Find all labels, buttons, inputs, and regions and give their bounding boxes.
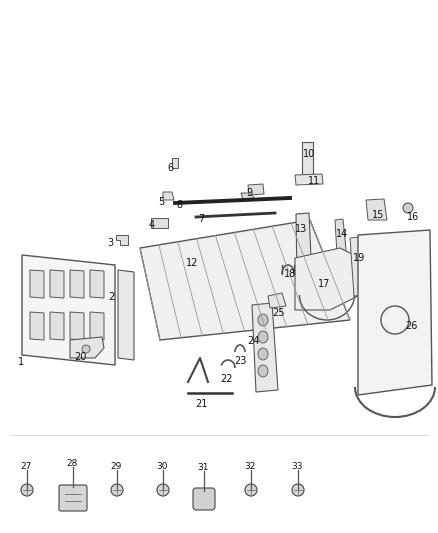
Text: 21: 21 xyxy=(195,399,207,409)
Polygon shape xyxy=(350,237,365,296)
Text: 10: 10 xyxy=(303,149,315,159)
Circle shape xyxy=(403,203,413,213)
Polygon shape xyxy=(172,158,178,168)
Polygon shape xyxy=(50,312,64,340)
Text: 23: 23 xyxy=(234,356,246,366)
Polygon shape xyxy=(70,312,84,340)
Polygon shape xyxy=(366,199,387,220)
Text: 1: 1 xyxy=(18,357,24,367)
Text: 18: 18 xyxy=(284,269,296,279)
Text: 20: 20 xyxy=(74,352,86,362)
Text: 30: 30 xyxy=(156,462,167,471)
Text: 8: 8 xyxy=(176,200,182,210)
Text: 4: 4 xyxy=(149,220,155,230)
Text: 17: 17 xyxy=(318,279,330,289)
Polygon shape xyxy=(116,235,128,245)
Text: 28: 28 xyxy=(66,459,78,468)
Text: 2: 2 xyxy=(108,292,114,302)
FancyBboxPatch shape xyxy=(59,485,87,511)
Text: 13: 13 xyxy=(295,224,307,234)
Text: 33: 33 xyxy=(291,462,303,471)
Circle shape xyxy=(292,484,304,496)
Polygon shape xyxy=(90,312,104,340)
Polygon shape xyxy=(30,312,44,340)
Text: 7: 7 xyxy=(198,214,204,224)
Polygon shape xyxy=(295,174,323,185)
Circle shape xyxy=(21,484,33,496)
Polygon shape xyxy=(241,193,254,200)
Polygon shape xyxy=(163,192,174,200)
Ellipse shape xyxy=(258,365,268,377)
Text: 29: 29 xyxy=(110,462,121,471)
Polygon shape xyxy=(70,337,104,358)
Polygon shape xyxy=(268,293,286,308)
Polygon shape xyxy=(151,218,168,228)
Text: 15: 15 xyxy=(372,210,385,220)
Polygon shape xyxy=(90,270,104,298)
Text: 16: 16 xyxy=(407,212,419,222)
Ellipse shape xyxy=(258,314,268,326)
Polygon shape xyxy=(295,248,360,310)
Circle shape xyxy=(111,484,123,496)
Polygon shape xyxy=(358,230,432,395)
Polygon shape xyxy=(248,184,264,195)
Text: 11: 11 xyxy=(308,176,320,186)
Text: 24: 24 xyxy=(247,336,259,346)
Text: 5: 5 xyxy=(158,197,164,207)
Text: 12: 12 xyxy=(186,258,198,268)
Polygon shape xyxy=(140,220,350,340)
Polygon shape xyxy=(22,255,115,365)
Polygon shape xyxy=(30,270,44,298)
Text: 25: 25 xyxy=(272,308,285,318)
Polygon shape xyxy=(50,270,64,298)
Polygon shape xyxy=(302,142,313,178)
Polygon shape xyxy=(335,219,348,271)
FancyBboxPatch shape xyxy=(193,488,215,510)
Ellipse shape xyxy=(258,331,268,343)
Text: 27: 27 xyxy=(20,462,32,471)
Text: 9: 9 xyxy=(246,188,252,198)
Text: 14: 14 xyxy=(336,229,348,239)
Circle shape xyxy=(82,345,90,353)
Ellipse shape xyxy=(258,348,268,360)
Text: 19: 19 xyxy=(353,253,365,263)
Text: 32: 32 xyxy=(244,462,255,471)
Polygon shape xyxy=(118,270,134,360)
Polygon shape xyxy=(252,303,278,392)
Text: 26: 26 xyxy=(405,321,417,331)
Polygon shape xyxy=(296,213,312,280)
Circle shape xyxy=(245,484,257,496)
Text: 31: 31 xyxy=(197,463,208,472)
Text: 6: 6 xyxy=(167,163,173,173)
Polygon shape xyxy=(70,270,84,298)
Text: 3: 3 xyxy=(107,238,113,248)
Circle shape xyxy=(381,306,409,334)
Text: 22: 22 xyxy=(220,374,233,384)
Circle shape xyxy=(157,484,169,496)
